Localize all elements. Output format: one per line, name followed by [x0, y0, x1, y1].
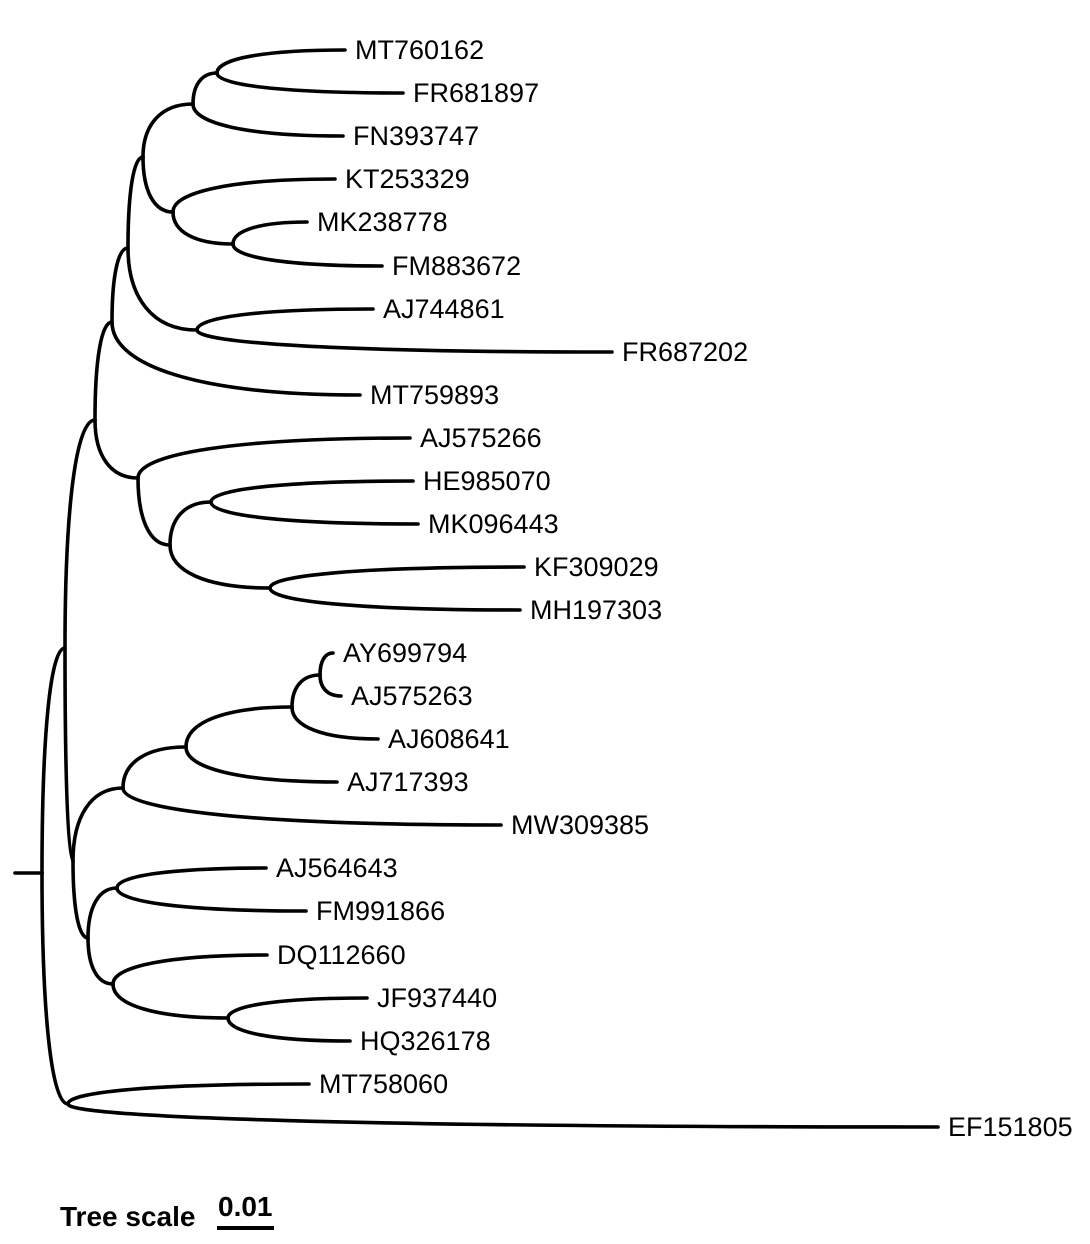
leaf-label-JF937440: JF937440 [377, 983, 497, 1013]
leaf-label-MW309385: MW309385 [511, 810, 649, 840]
tree-branch [136, 476, 172, 547]
tree-branch [290, 705, 380, 741]
tree-branch [191, 102, 345, 138]
tree-branch [268, 565, 526, 590]
tree-branch [111, 982, 230, 1020]
tree-branch [126, 155, 145, 250]
tree-branch [110, 246, 130, 324]
leaf-label-EF151805: EF151805 [948, 1112, 1073, 1142]
tree-branch [209, 479, 415, 504]
tree-branch [63, 646, 75, 863]
leaf-label-FN393747: FN393747 [353, 121, 479, 151]
tree-branch [86, 886, 119, 940]
tree-branch [195, 328, 614, 354]
tree-scale-bar [217, 1226, 274, 1230]
tree-branch [231, 220, 309, 246]
tree-branch [141, 155, 175, 214]
tree-branch [86, 936, 115, 986]
leaf-label-AJ575263: AJ575263 [351, 681, 473, 711]
leaf-label-FM883672: FM883672 [392, 251, 521, 281]
leaf-label-KF309029: KF309029 [534, 552, 659, 582]
tree-branch [318, 673, 343, 698]
tree-scale-label: Tree scale [60, 1201, 196, 1232]
tree-branch [40, 871, 70, 1106]
tree-branch [171, 210, 235, 246]
leaf-label-MT759893: MT759893 [370, 380, 499, 410]
leaf-label-AJ564643: AJ564643 [276, 853, 398, 883]
tree-branch [231, 242, 384, 268]
tree-branch [111, 953, 269, 986]
tree-branch [215, 71, 405, 95]
leaf-label-MT758060: MT758060 [319, 1069, 448, 1099]
tree-branch [121, 786, 503, 827]
tree-branch [195, 307, 375, 332]
leaf-label-MT760162: MT760162 [355, 35, 484, 65]
tree-branch [168, 543, 272, 590]
tree-scale-value: 0.01 [218, 1191, 273, 1222]
leaf-label-FR681897: FR681897 [413, 78, 539, 108]
leaf-label-HE985070: HE985070 [423, 466, 551, 496]
tree-branch [126, 246, 199, 332]
tree-branch [40, 646, 67, 875]
leaf-label-KT253329: KT253329 [345, 164, 470, 194]
tree-branch [93, 418, 140, 480]
tree-branch [191, 71, 219, 106]
tree-branch [215, 48, 347, 75]
tree-branch [171, 177, 337, 214]
leaf-label-AJ608641: AJ608641 [388, 724, 510, 754]
tree-branch [71, 859, 90, 940]
leaf-label-MK096443: MK096443 [428, 509, 559, 539]
leaf-label-FR687202: FR687202 [622, 337, 748, 367]
tree-branch [110, 320, 362, 397]
leaf-label-FM991866: FM991866 [316, 896, 445, 926]
tree-branch [168, 500, 213, 547]
tree-branch [66, 1102, 940, 1129]
tree-branch [115, 866, 268, 890]
tree-branch [71, 786, 125, 863]
tree-branch [66, 1082, 311, 1106]
tree-branch [184, 745, 339, 784]
leaf-label-AJ744861: AJ744861 [383, 294, 505, 324]
leaf-label-AJ575266: AJ575266 [420, 423, 542, 453]
tree-branch [268, 586, 522, 612]
tree-branch [136, 436, 412, 480]
tree-branch [93, 320, 114, 422]
tree-branch [209, 500, 420, 526]
tree-branch [226, 1016, 352, 1043]
leaf-label-HQ326178: HQ326178 [360, 1026, 491, 1056]
leaf-label-MH197303: MH197303 [530, 595, 662, 625]
tree-branch [121, 745, 188, 790]
leaf-label-AY699794: AY699794 [343, 638, 467, 668]
tree-branch [184, 705, 294, 749]
leaf-label-AJ717393: AJ717393 [347, 767, 469, 797]
leaf-label-MK238778: MK238778 [317, 207, 448, 237]
tree-branch [290, 673, 322, 709]
tree-branch [226, 996, 369, 1020]
tree-branch [63, 418, 97, 650]
tree-branch [318, 651, 335, 677]
tree-branch [141, 102, 195, 159]
tree-branch [115, 886, 308, 913]
leaf-label-DQ112660: DQ112660 [277, 940, 406, 970]
